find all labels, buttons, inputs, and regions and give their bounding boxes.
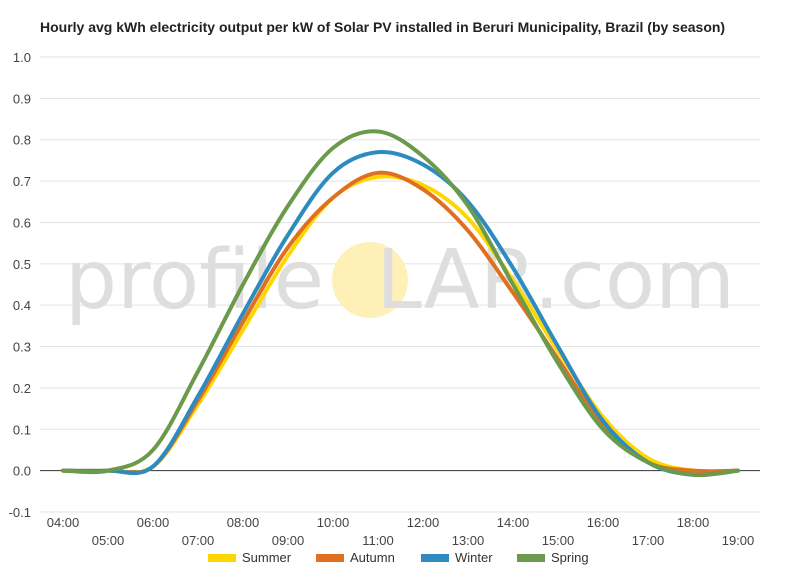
watermark-sun-icon — [332, 242, 408, 318]
y-tick-label: 0.4 — [13, 298, 31, 313]
x-tick-label: 09:00 — [272, 533, 305, 548]
legend-label-spring: Spring — [551, 550, 589, 565]
legend-swatch-spring — [517, 554, 545, 562]
x-tick-label: 10:00 — [317, 515, 350, 530]
x-axis-ticks: 04:00 05:00 06:00 07:00 08:00 09:00 10:00 11:00… — [47, 515, 755, 548]
y-tick-label: 0.2 — [13, 381, 31, 396]
y-axis-ticks: -0.1 0.0 0.1 0.2 0.3 0.4 0.5 0.6 0.7 0.8 0.9 1.0 — [9, 50, 31, 520]
x-tick-label: 04:00 — [47, 515, 80, 530]
x-tick-label: 06:00 — [137, 515, 170, 530]
x-tick-label: 15:00 — [542, 533, 575, 548]
x-tick-label: 17:00 — [632, 533, 665, 548]
legend-label-autumn: Autumn — [350, 550, 395, 565]
y-tick-label: 0.7 — [13, 174, 31, 189]
x-tick-label: 18:00 — [677, 515, 710, 530]
y-tick-label: 0.5 — [13, 257, 31, 272]
y-tick-label: 0.9 — [13, 91, 31, 106]
watermark-text-right: LAR.com — [376, 233, 735, 328]
x-tick-label: 08:00 — [227, 515, 260, 530]
watermark-text-left: profile — [65, 233, 324, 328]
chart-title: Hourly avg kWh electricity output per kW… — [40, 19, 726, 35]
series-line-winter — [61, 149, 740, 478]
legend-swatch-autumn — [316, 554, 344, 562]
y-tick-label: 0.0 — [13, 464, 31, 479]
y-tick-label: 0.3 — [13, 340, 31, 355]
legend-label-summer: Summer — [242, 550, 292, 565]
y-tick-label: -0.1 — [9, 505, 31, 520]
series-lines — [61, 129, 740, 478]
watermark: profileSLAR.com — [65, 233, 735, 328]
y-tick-label: 1.0 — [13, 50, 31, 65]
series-line-spring — [61, 129, 740, 478]
legend-label-winter: Winter — [455, 550, 493, 565]
y-tick-label: 0.8 — [13, 133, 31, 148]
x-tick-label: 07:00 — [182, 533, 215, 548]
x-tick-label: 13:00 — [452, 533, 485, 548]
watermark-text: profileSLAR.com — [65, 233, 735, 328]
x-tick-label: 16:00 — [587, 515, 620, 530]
x-tick-label: 19:00 — [722, 533, 755, 548]
watermark-text-middle: S — [324, 233, 376, 328]
x-tick-label: 12:00 — [407, 515, 440, 530]
legend-swatch-winter — [421, 554, 449, 562]
legend-swatch-summer — [208, 554, 236, 562]
x-tick-label: 05:00 — [92, 533, 125, 548]
y-tick-label: 0.6 — [13, 215, 31, 230]
legend: Summer Autumn Winter Spring — [208, 550, 589, 565]
x-tick-label: 14:00 — [497, 515, 530, 530]
x-tick-label: 11:00 — [362, 533, 394, 548]
y-tick-label: 0.1 — [13, 422, 31, 437]
